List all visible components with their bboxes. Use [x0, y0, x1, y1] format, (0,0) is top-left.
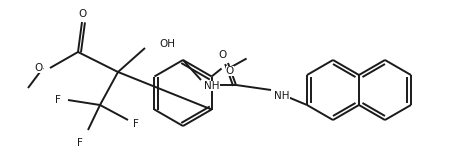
Text: NH: NH	[274, 91, 290, 101]
Text: NH: NH	[204, 81, 219, 91]
Text: O: O	[225, 65, 234, 75]
Text: O: O	[78, 9, 86, 19]
Text: F: F	[133, 119, 139, 129]
Text: OH: OH	[159, 39, 175, 49]
Text: O: O	[35, 63, 43, 73]
Text: O: O	[218, 50, 226, 60]
Text: F: F	[77, 138, 83, 148]
Text: F: F	[55, 95, 61, 105]
